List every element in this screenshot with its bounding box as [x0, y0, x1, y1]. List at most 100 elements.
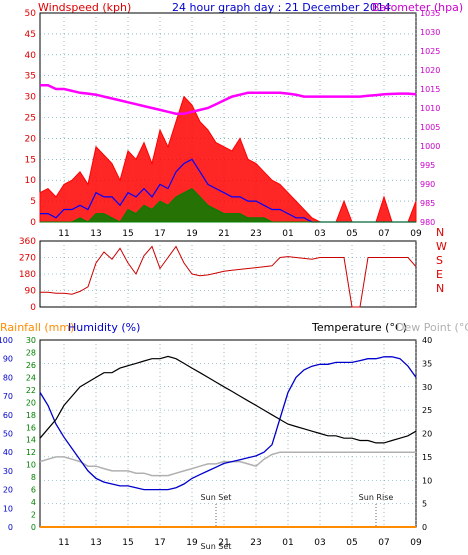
humidity-y-tick-label: 28 [26, 348, 36, 357]
x-tick-label-temp: 19 [186, 538, 198, 548]
direction-y-tick-label: 360 [19, 237, 36, 247]
direction-y-tick-label: 270 [19, 254, 36, 264]
humidity-y-tick-label: 8 [31, 473, 36, 482]
x-tick-label-temp: 03 [314, 538, 325, 548]
wind-y-tick-label: 30 [25, 93, 37, 103]
temperature-y-tick-label: 40 [422, 336, 432, 345]
compass-label: W [436, 240, 447, 253]
temperature-series [39, 355, 417, 528]
humidity-y-tick-label: 26 [26, 361, 36, 370]
x-tick-label-temp: 07 [378, 538, 389, 548]
x-tick-label-wind: 13 [90, 229, 101, 239]
humidity-y-tick-label: 30 [26, 336, 36, 345]
x-tick-label-wind: 15 [122, 229, 133, 239]
compass-label: E [436, 268, 443, 281]
rainfall-y-tick-label: 70 [3, 392, 13, 401]
x-tick-label-temp: 13 [90, 538, 101, 548]
direction-series [40, 245, 417, 308]
x-tick-label-wind: 09 [410, 229, 422, 239]
rainfall-y-tick-label: 30 [3, 467, 13, 476]
sunset-label: Sun Set [201, 493, 232, 502]
compass-label: S [436, 254, 443, 267]
x-tick-label-wind: 11 [58, 229, 69, 239]
humidity-y-tick-label: 14 [26, 436, 36, 445]
x-tick-label-wind: 07 [378, 229, 389, 239]
temperature-y-tick-label: 35 [422, 359, 432, 368]
rainfall-y-tick-label: 60 [3, 411, 13, 420]
temperature-y-tick-label: 30 [422, 383, 432, 392]
rainfall-axis-title: Rainfall (mm) [0, 321, 74, 334]
dewpoint-series [39, 451, 416, 477]
wind-y-tick-label: 45 [25, 30, 36, 40]
barometer-y-tick-label: 1005 [420, 123, 440, 132]
temperature-y-tick-label: 20 [422, 430, 432, 439]
compass-label: N [436, 226, 444, 239]
humidity-y-tick-label: 4 [31, 498, 36, 507]
barometer-y-tick-label: 1010 [420, 104, 440, 113]
humidity-y-tick-label: 2 [31, 511, 36, 520]
grid-lines [40, 13, 417, 527]
temperature-y-tick-label: 5 [422, 500, 427, 509]
rainfall-y-tick-label: 40 [3, 448, 13, 457]
wind-gust-series [39, 95, 417, 223]
x-tick-label-wind: 23 [250, 229, 261, 239]
rainfall-y-tick-label: 20 [3, 486, 13, 495]
x-tick-label-wind: 19 [186, 229, 198, 239]
x-tick-label-temp: 11 [58, 538, 69, 548]
wind-y-tick-label: 5 [30, 197, 36, 207]
direction-y-tick-label: 0 [30, 303, 36, 313]
windspeed-axis-title: Windspeed (kph) [38, 1, 131, 14]
x-tick-label-temp: 15 [122, 538, 133, 548]
wind-low-series [40, 187, 416, 223]
rainfall-y-tick-label: 100 [0, 336, 13, 345]
sunrise-label: Sun Rise [359, 493, 394, 502]
x-tick-label-wind: 21 [218, 229, 229, 239]
x-tick-label-temp: 05 [346, 538, 357, 548]
humidity-y-tick-label: 0 [31, 523, 36, 532]
wind-y-tick-label: 15 [25, 155, 36, 165]
humidity-y-tick-label: 20 [26, 398, 36, 407]
direction-y-tick-label: 180 [19, 270, 36, 280]
humidity-y-tick-label: 16 [26, 423, 36, 432]
x-tick-label-temp: 17 [154, 538, 165, 548]
x-tick-label-temp: 01 [282, 538, 293, 548]
barometer-y-tick-label: 1025 [420, 47, 440, 56]
humidity-series [39, 356, 417, 491]
humidity-y-tick-label: 10 [26, 461, 36, 470]
wind-y-tick-label: 35 [25, 72, 36, 82]
wind-y-tick-label: 0 [30, 218, 36, 228]
wind-y-tick-label: 40 [25, 51, 37, 61]
axis-labels: 1111131315151717191921212323010103030505… [0, 9, 447, 551]
rainfall-y-tick-label: 10 [3, 504, 13, 513]
barometer-y-tick-label: 1035 [420, 9, 440, 18]
x-tick-label-temp: 21 [218, 538, 229, 548]
temperature-y-tick-label: 15 [422, 453, 432, 462]
barometer-y-tick-label: 1030 [420, 28, 440, 37]
wind-direction-series [40, 245, 417, 308]
rainfall-y-tick-label: 90 [3, 355, 13, 364]
compass-label: N [436, 282, 444, 295]
barometer-axis-title: Barometer (hpa) [372, 1, 463, 14]
direction-y-tick-label: 90 [25, 287, 37, 297]
wind-series [39, 83, 417, 223]
x-tick-label-wind: 05 [346, 229, 357, 239]
rainfall-y-tick-label: 50 [3, 430, 13, 439]
barometer-series [40, 83, 417, 115]
rainfall-y-tick-label: 80 [3, 373, 13, 382]
temperature-axis-title: Temperature (°C) [311, 321, 407, 334]
dewpoint-axis-title: Dew Point (°C) [396, 321, 468, 334]
wind-y-tick-label: 50 [25, 9, 37, 19]
barometer-y-tick-label: 1015 [420, 85, 440, 94]
wind-y-tick-label: 10 [25, 176, 37, 186]
x-tick-label-wind: 01 [282, 229, 293, 239]
humidity-axis-title: Humidity (%) [68, 321, 140, 334]
temperature-series [39, 355, 417, 444]
wind-y-tick-label: 25 [25, 114, 36, 124]
barometer-y-tick-label: 1000 [420, 142, 440, 151]
x-tick-label-wind: 17 [154, 229, 165, 239]
humidity-y-tick-label: 18 [26, 411, 36, 420]
humidity-y-tick-label: 6 [31, 486, 36, 495]
rainfall-y-tick-label: 0 [8, 523, 13, 532]
barometer-y-tick-label: 980 [420, 218, 435, 227]
